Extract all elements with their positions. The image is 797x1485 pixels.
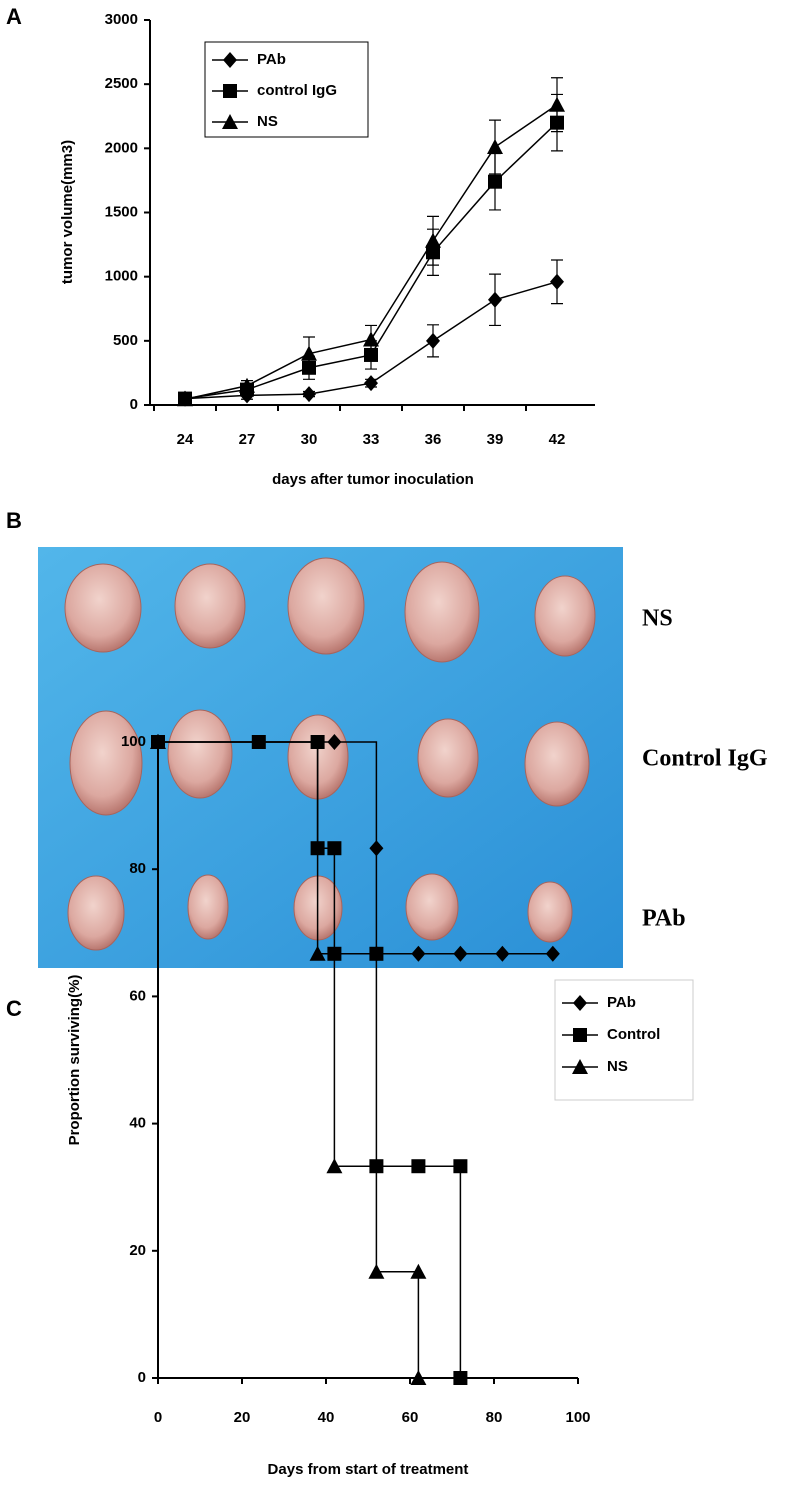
x-tick-label: 36 (425, 431, 442, 448)
x-tick-label: 30 (301, 431, 318, 448)
y-tick-label: 1500 (105, 203, 138, 220)
y-tick-label: 100 (121, 733, 146, 750)
marker (487, 139, 503, 155)
y-tick-label: 3000 (105, 11, 138, 28)
marker (239, 377, 255, 393)
marker (572, 1059, 588, 1074)
y-axis-title: Proportion surviving(%) (66, 975, 83, 1146)
x-tick-label: 40 (318, 1409, 335, 1426)
marker (369, 840, 384, 857)
row-label: Control IgG (642, 746, 768, 772)
y-tick-label: 20 (129, 1242, 146, 1259)
marker (369, 946, 384, 961)
marker (425, 232, 441, 248)
marker (223, 52, 237, 68)
marker (453, 1371, 468, 1385)
marker (309, 945, 326, 961)
marker (549, 96, 565, 112)
x-tick-label: 0 (154, 1409, 162, 1426)
panel-label: C (6, 996, 22, 1021)
marker (573, 995, 587, 1011)
marker (364, 347, 378, 362)
marker (488, 174, 502, 189)
row-label: NS (642, 606, 673, 632)
legend-box (554, 979, 694, 1101)
marker (410, 1370, 427, 1385)
x-tick-label: 24 (177, 431, 194, 448)
y-tick-label: 40 (129, 1115, 146, 1132)
marker (223, 84, 237, 98)
tumors (64, 557, 596, 951)
x-tick-label: 27 (239, 431, 256, 448)
x-tick-label: 33 (363, 431, 380, 448)
y-axis-title: tumor volume(mm3) (59, 140, 76, 284)
legend-label: PAb (257, 51, 286, 68)
marker (410, 1263, 427, 1279)
x-tick-label: 100 (565, 1409, 590, 1426)
marker (411, 945, 426, 962)
legend-label: PAb (607, 994, 636, 1011)
panel-label: A (6, 4, 22, 29)
row-label: PAb (642, 906, 686, 932)
legend-box (204, 41, 369, 138)
y-tick-label: 2500 (105, 75, 138, 92)
y-tick-label: 500 (113, 332, 138, 349)
marker (177, 391, 193, 407)
legend-label: NS (607, 1058, 628, 1075)
y-tick-label: 0 (130, 396, 138, 413)
panel-label: B (6, 508, 22, 533)
marker (545, 945, 560, 962)
marker (326, 1158, 343, 1174)
marker (327, 734, 342, 750)
marker (368, 1263, 385, 1279)
marker (364, 375, 378, 392)
legend-label: Control (607, 1026, 660, 1043)
marker (488, 291, 502, 308)
x-axis-title: days after tumor inoculation (272, 471, 474, 488)
x-tick-label: 80 (486, 1409, 503, 1426)
marker (411, 1159, 426, 1174)
marker (550, 273, 564, 290)
x-tick-label: 60 (402, 1409, 419, 1426)
marker (327, 841, 342, 856)
x-tick-label: 42 (549, 431, 566, 448)
marker (426, 332, 440, 349)
marker (363, 331, 379, 347)
marker (495, 945, 510, 962)
x-tick-label: 20 (234, 1409, 251, 1426)
marker (453, 945, 468, 962)
y-tick-label: 0 (138, 1369, 146, 1386)
legend-label: control IgG (257, 82, 337, 99)
y-tick-label: 1000 (105, 268, 138, 285)
marker (301, 345, 317, 361)
marker (150, 734, 166, 749)
marker (453, 1159, 468, 1174)
marker (573, 1028, 587, 1042)
x-axis-title: Days from start of treatment (268, 1461, 469, 1478)
y-tick-label: 2000 (105, 139, 138, 156)
marker (222, 114, 238, 129)
y-tick-label: 80 (129, 860, 146, 877)
y-tick-label: 60 (129, 987, 146, 1004)
x-tick-label: 39 (487, 431, 504, 448)
marker (302, 386, 316, 403)
legend-label: NS (257, 113, 278, 130)
